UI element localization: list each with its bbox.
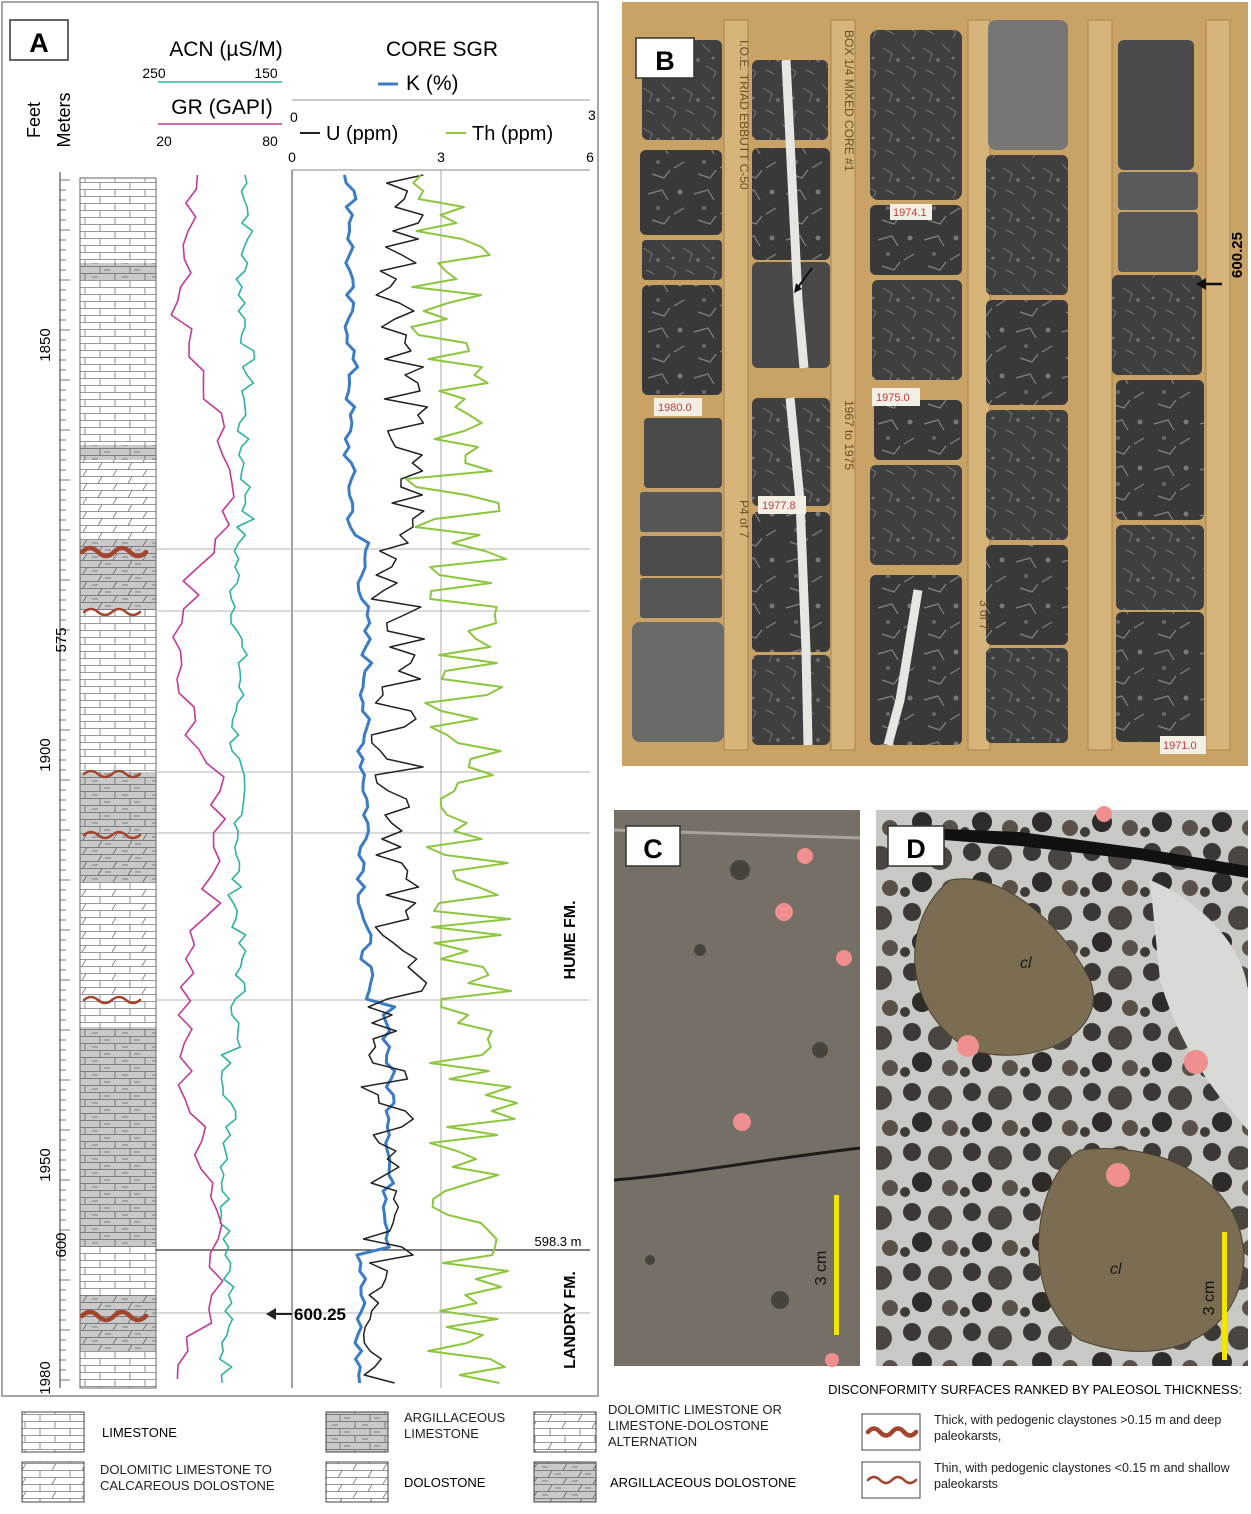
- log-curves: [170, 174, 518, 1384]
- sgr-tick-6: 6: [586, 149, 594, 165]
- u-label: U (ppm): [326, 123, 398, 145]
- gr-curve: [170, 174, 235, 1380]
- feet-tick-1980: 1980: [37, 1361, 54, 1394]
- k-scale-left: 0: [290, 109, 298, 125]
- svg-text:1971.0: 1971.0: [1163, 740, 1197, 752]
- panel-a: A Feet Meters 1850 1900 1950 1980 575 60…: [1, 1, 599, 1397]
- th-curve: [405, 174, 518, 1384]
- svg-text:LIMESTONE: LIMESTONE: [102, 1425, 177, 1440]
- th-label: Th (ppm): [472, 123, 553, 145]
- sgr-tick-3: 3: [437, 149, 445, 165]
- legend-argillaceous-dolostone: ARGILLACEOUS DOLOSTONE: [533, 1461, 796, 1503]
- core-marker-depth: 600.25: [1229, 232, 1246, 278]
- k-curve: [342, 174, 397, 1384]
- disconformity-title: DISCONFORMITY SURFACES RANKED BY PALEOSO…: [828, 1382, 1242, 1397]
- acn-title: ACN (µS/M): [169, 38, 283, 61]
- formation-landry: LANDRY FM.: [562, 1271, 579, 1369]
- legend-argillaceous-limestone: ARGILLACEOUS LIMESTONE: [325, 1410, 505, 1453]
- depth-ticks: [60, 179, 70, 1381]
- scale-bar-c-label: 3 cm: [813, 1251, 830, 1286]
- svg-text:1974.1: 1974.1: [893, 207, 927, 219]
- panel-c-label: C: [643, 834, 663, 864]
- feet-tick-1850: 1850: [37, 328, 54, 361]
- feet-header: Feet: [24, 102, 44, 138]
- clast-label-upper: cl: [1020, 955, 1032, 972]
- panel-a-label: A: [29, 28, 49, 58]
- gr-scale-left: 20: [156, 133, 172, 149]
- legend: LIMESTONE ARGILLACEOUS LIMESTONE DOLOMIT…: [21, 1382, 1242, 1503]
- panel-c-core-closeup: 3 cm C: [613, 810, 861, 1367]
- gr-title: GR (GAPI): [171, 96, 273, 119]
- k-label: K (%): [406, 72, 459, 95]
- legend-dolomitic-limestone-to-calcareous-dolostone: DOLOMITIC LIMESTONE TO CALCAREOUS DOLOST…: [21, 1461, 275, 1503]
- meter-tick-600: 600: [53, 1232, 70, 1257]
- svg-text:1967 to 1975: 1967 to 1975: [842, 400, 856, 470]
- core-box-handwriting: I.O.E. TRIAD EBBUTT C-50 BOX 1/4 MIXED C…: [737, 30, 991, 630]
- panel-b-core-photo: 1980.0 1975.0 1974.1 1977.8 1971.0 I.O.E…: [622, 2, 1248, 766]
- meters-header: Meters: [54, 92, 74, 147]
- sgr-tick-0: 0: [288, 149, 296, 165]
- svg-text:I.O.E. TRIAD EBBUTT C-50: I.O.E. TRIAD EBBUTT C-50: [737, 40, 751, 190]
- panel-d-label: D: [906, 834, 926, 864]
- svg-text:ARGILLACEOUS DOLOSTONE: ARGILLACEOUS DOLOSTONE: [610, 1475, 796, 1490]
- feet-tick-1950: 1950: [37, 1148, 54, 1181]
- clast-label-lower: cl: [1110, 1261, 1122, 1278]
- svg-text:1980.0: 1980.0: [658, 402, 692, 414]
- acn-scale-right: 150: [254, 65, 278, 81]
- legend-dolomitic-limestone-alternation: DOLOMITIC LIMESTONE OR LIMESTONE-DOLOSTO…: [533, 1402, 782, 1453]
- meter-tick-575: 575: [53, 627, 70, 652]
- legend-thick-disconformity: Thick, with pedogenic claystones >0.15 m…: [861, 1413, 1221, 1451]
- scale-bar-d-label: 3 cm: [1201, 1281, 1218, 1316]
- disconformity-waves: [79, 545, 149, 1323]
- svg-text:DOLOSTONE: DOLOSTONE: [404, 1475, 486, 1490]
- panel-d-breccia-closeup: cl cl 3 cm D: [876, 806, 1249, 1366]
- svg-text:1975.0: 1975.0: [876, 392, 910, 404]
- boundary-depth-label: 598.3 m: [535, 1234, 582, 1249]
- box-tags: 1980.0 1975.0 1974.1 1977.8 1971.0: [654, 204, 1206, 754]
- panel-b-label: B: [655, 46, 675, 76]
- svg-text:3 of 7: 3 of 7: [977, 600, 991, 630]
- formation-hume: HUME FM.: [562, 900, 579, 979]
- core-sgr-title: CORE SGR: [386, 38, 498, 61]
- k-scale-right: 3: [588, 107, 596, 123]
- lithology-column: [79, 177, 157, 1389]
- marker-depth-label: 600.25: [294, 1305, 346, 1324]
- feet-tick-1900: 1900: [37, 738, 54, 771]
- legend-thin-disconformity: Thin, with pedogenic claystones <0.15 m …: [861, 1461, 1230, 1499]
- svg-text:P4 of 7: P4 of 7: [737, 500, 751, 538]
- legend-dolostone: DOLOSTONE: [325, 1461, 486, 1503]
- u-curve: [360, 174, 429, 1384]
- acn-scale-left: 250: [142, 65, 166, 81]
- legend-limestone: LIMESTONE: [21, 1411, 177, 1453]
- acn-curve: [218, 174, 256, 1384]
- core-segments: [632, 20, 1204, 747]
- svg-text:BOX 1/4 MIXED CORE #1: BOX 1/4 MIXED CORE #1: [842, 30, 856, 172]
- gr-scale-right: 80: [262, 133, 278, 149]
- svg-text:1977.8: 1977.8: [762, 500, 796, 512]
